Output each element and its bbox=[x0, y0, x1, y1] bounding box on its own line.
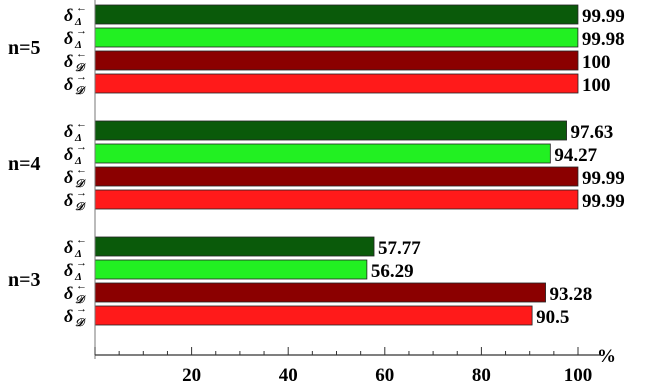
value-label: 90.5 bbox=[536, 307, 569, 328]
series-subscript: Δ bbox=[74, 39, 82, 51]
series-symbol: δ bbox=[64, 74, 73, 94]
x-axis: 20 40 60 80 100% bbox=[94, 0, 616, 386]
value-label: 99.98 bbox=[582, 29, 625, 50]
series-subscript: Δ bbox=[74, 271, 82, 283]
series-subscript: 𝒟 bbox=[75, 62, 86, 74]
series-label: δ ← Δ bbox=[64, 234, 87, 260]
series-subscript: 𝒟 bbox=[75, 294, 86, 306]
series-symbol: δ bbox=[64, 5, 73, 25]
series-arrow: ← bbox=[76, 234, 87, 246]
series-arrow: → bbox=[76, 71, 87, 83]
series-arrow: → bbox=[76, 25, 87, 37]
series-arrow: ← bbox=[76, 2, 87, 14]
value-label: 99.99 bbox=[582, 191, 625, 212]
series-label: δ → 𝒟 bbox=[64, 187, 87, 213]
group-label: n=4 bbox=[8, 153, 41, 175]
bar bbox=[94, 143, 551, 164]
series-arrow: ← bbox=[76, 164, 87, 176]
tick-label: 20 bbox=[182, 365, 201, 386]
tick-label: 40 bbox=[279, 365, 298, 386]
bar bbox=[94, 27, 579, 48]
series-symbol: δ bbox=[64, 260, 73, 280]
series-symbol: δ bbox=[64, 51, 73, 71]
series-arrow: → bbox=[76, 303, 87, 315]
unit-label: % bbox=[597, 346, 616, 367]
value-label: 100 bbox=[582, 52, 611, 73]
series-label: δ ← 𝒟 bbox=[64, 280, 87, 306]
value-label: 100 bbox=[582, 75, 611, 96]
bar bbox=[94, 4, 579, 25]
bars-layer bbox=[94, 4, 579, 326]
series-arrow: ← bbox=[76, 118, 87, 130]
series-symbol: δ bbox=[64, 28, 73, 48]
bar bbox=[94, 236, 375, 257]
series-label: δ → Δ bbox=[64, 25, 87, 51]
series-subscript: Δ bbox=[74, 155, 82, 167]
series-arrow: ← bbox=[76, 48, 87, 60]
bar bbox=[94, 120, 567, 141]
series-symbol: δ bbox=[64, 167, 73, 187]
value-label: 99.99 bbox=[582, 6, 625, 27]
group-label: n=3 bbox=[8, 269, 41, 291]
series-label: δ → 𝒟 bbox=[64, 303, 87, 329]
series-symbol: δ bbox=[64, 237, 73, 257]
value-label: 94.27 bbox=[554, 145, 597, 166]
value-label: 97.63 bbox=[571, 122, 614, 143]
series-label: δ ← Δ bbox=[64, 2, 87, 28]
value-label: 93.28 bbox=[550, 284, 593, 305]
bar bbox=[94, 305, 533, 326]
series-label: δ ← 𝒟 bbox=[64, 164, 87, 190]
series-symbol: δ bbox=[64, 144, 73, 164]
value-label: 99.99 bbox=[582, 168, 625, 189]
tick-label: 80 bbox=[472, 365, 491, 386]
series-subscript: 𝒟 bbox=[75, 178, 86, 190]
bar bbox=[94, 282, 546, 303]
series-symbol: δ bbox=[64, 190, 73, 210]
tick-label: 100 bbox=[564, 365, 593, 386]
bar bbox=[94, 189, 579, 210]
value-label: 57.77 bbox=[378, 238, 421, 259]
series-arrow: → bbox=[76, 141, 87, 153]
series-label: δ → Δ bbox=[64, 257, 87, 283]
series-subscript: 𝒟 bbox=[75, 85, 86, 97]
series-arrow: → bbox=[76, 257, 87, 269]
series-arrow: ← bbox=[76, 280, 87, 292]
series-subscript: 𝒟 bbox=[75, 201, 86, 213]
tick-label: 60 bbox=[375, 365, 394, 386]
series-subscript: 𝒟 bbox=[75, 317, 86, 329]
group-label: n=5 bbox=[8, 37, 41, 59]
series-symbol: δ bbox=[64, 306, 73, 326]
bar bbox=[94, 73, 579, 94]
series-label: δ → Δ bbox=[64, 141, 87, 167]
series-subscript: Δ bbox=[74, 16, 82, 28]
series-symbol: δ bbox=[64, 283, 73, 303]
series-arrow: → bbox=[76, 187, 87, 199]
value-label: 56.29 bbox=[371, 261, 414, 282]
bar bbox=[94, 166, 579, 187]
series-subscript: Δ bbox=[74, 132, 82, 144]
series-label: δ ← Δ bbox=[64, 118, 87, 144]
bar bbox=[94, 50, 579, 71]
series-label: δ ← 𝒟 bbox=[64, 48, 87, 74]
bar bbox=[94, 259, 368, 280]
series-symbol: δ bbox=[64, 121, 73, 141]
series-label: δ → 𝒟 bbox=[64, 71, 87, 97]
series-subscript: Δ bbox=[74, 248, 82, 260]
